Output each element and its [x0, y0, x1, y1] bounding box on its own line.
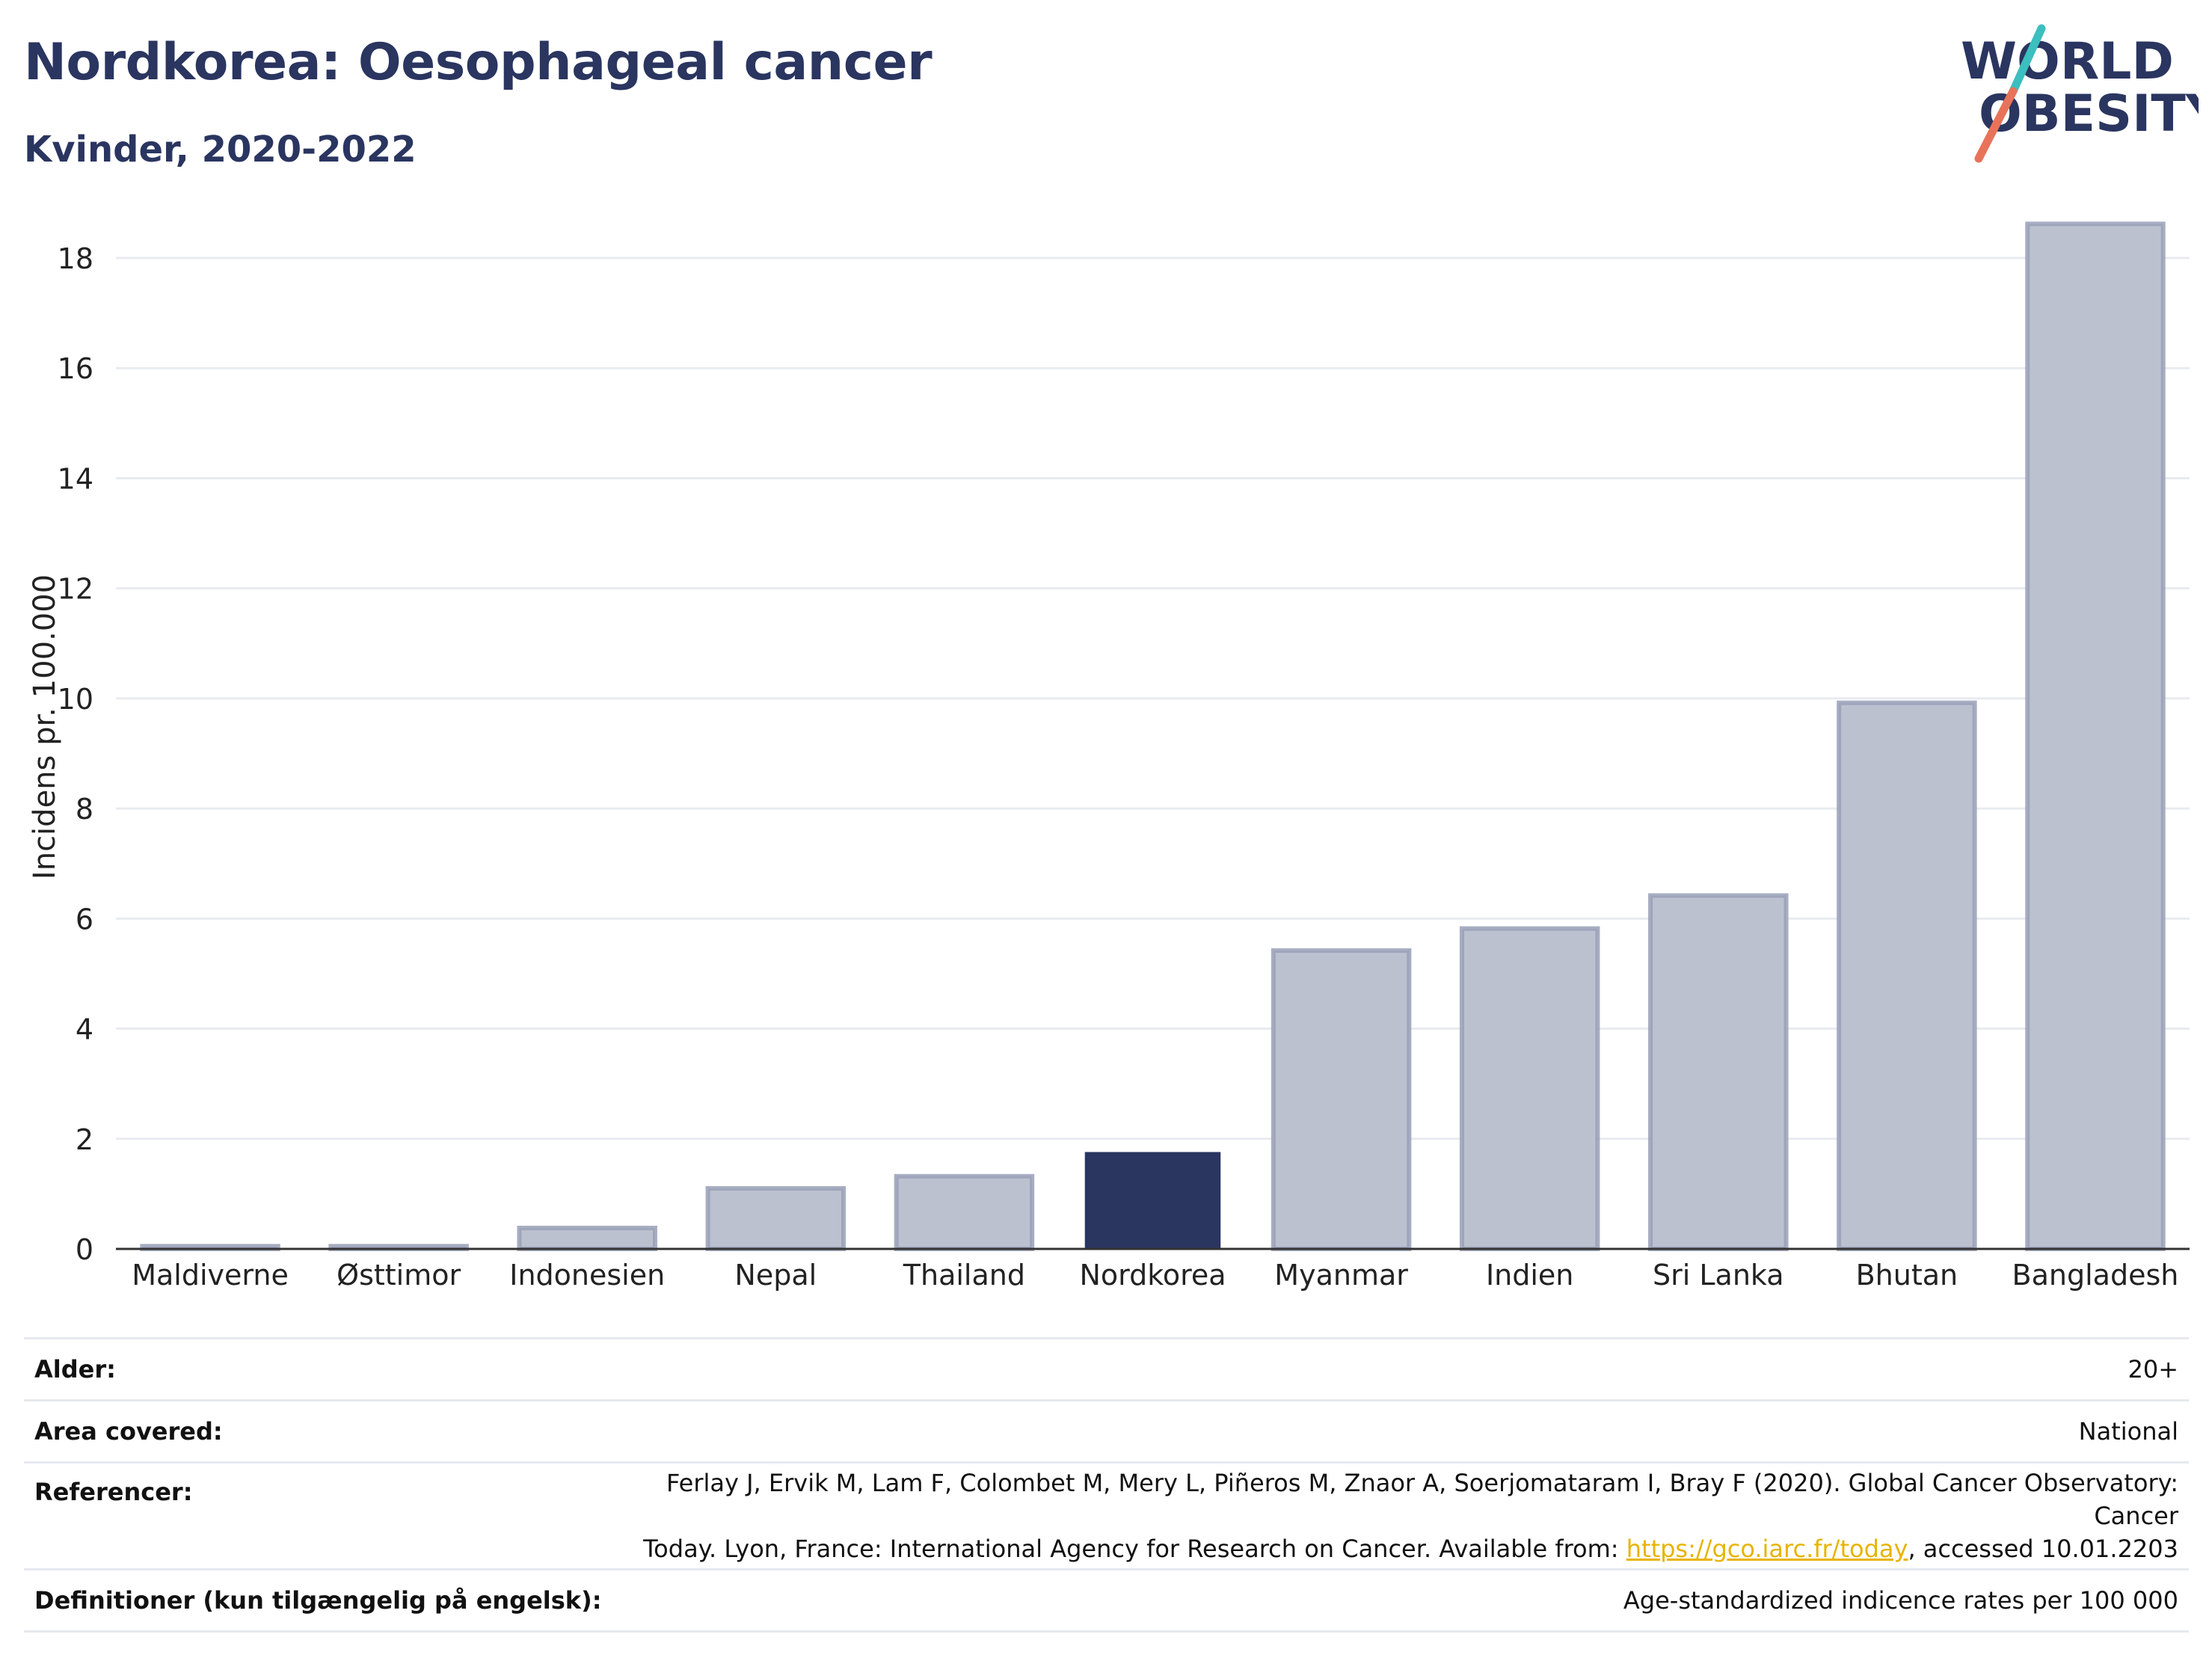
x-tick-label: Indonesien [509, 1259, 665, 1292]
references-label: Referencer: [24, 1461, 602, 1570]
area-value: National [601, 1399, 2189, 1464]
x-tick-label: Myanmar [1274, 1259, 1408, 1292]
references-line-2-end: , accessed 10.01.2203 [1908, 1535, 2178, 1563]
y-tick-label: 10 [58, 683, 93, 716]
age-label: Alder: [24, 1337, 602, 1401]
x-tick-label: Nordkorea [1079, 1259, 1226, 1292]
y-tick-label: 2 [76, 1123, 93, 1156]
x-tick-label: Bhutan [1856, 1259, 1958, 1292]
info-row-references: Referencer: Ferlay J, Ervik M, Lam F, Co… [24, 1461, 2189, 1570]
chart-subtitle: Kvinder, 2020-2022 [24, 129, 417, 171]
bar-indonesien [517, 1226, 657, 1252]
bars [140, 221, 2166, 1252]
y-tick-label: 8 [76, 793, 93, 826]
bar-myanmar [1271, 948, 1412, 1252]
x-tick-label: Bangladesh [2012, 1259, 2179, 1292]
references-value: Ferlay J, Ervik M, Lam F, Colombet M, Me… [601, 1461, 2189, 1570]
x-tick-label: Indien [1486, 1259, 1573, 1292]
x-tick-label: Østtimor [337, 1259, 461, 1292]
y-tick-label: 18 [58, 242, 93, 275]
bar-bhutan [1837, 700, 1977, 1251]
bar-indien [1459, 926, 1600, 1252]
info-row-area: Area covered: National [24, 1399, 2189, 1464]
x-tick-label: Nepal [734, 1259, 817, 1292]
age-value: 20+ [601, 1337, 2189, 1401]
y-axis-label: Incidens pr. 100.000 [28, 574, 62, 879]
info-table: Alder: 20+ Area covered: National Refere… [24, 1337, 2189, 1633]
bar-chart: 0 2 4 6 8 10 12 14 16 18 Maldiverne Østtimor Indone… [28, 221, 2190, 1292]
definitions-value: Age-standardized indicence rates per 100… [601, 1568, 2189, 1633]
y-tick-label: 14 [58, 462, 93, 495]
y-tick-label: 6 [76, 903, 93, 936]
bar-nepal [705, 1186, 847, 1252]
info-row-age: Alder: 20+ [24, 1337, 2189, 1401]
bar-bangladesh [2025, 221, 2166, 1252]
references-line-1: Ferlay J, Ervik M, Lam F, Colombet M, Me… [666, 1469, 2178, 1530]
bar-sri-lanka [1648, 893, 1789, 1251]
definitions-label: Definitioner (kun tilgængelig på engelsk… [24, 1568, 602, 1633]
chart-title: Nordkorea: Oesophageal cancer [24, 33, 933, 92]
references-line-2-start: Today. Lyon, France: International Agenc… [643, 1535, 1626, 1563]
y-tick-label: 4 [76, 1013, 93, 1046]
y-tick-label: 0 [76, 1233, 93, 1266]
x-tick-label: Maldiverne [132, 1259, 289, 1292]
logo-word-world: WORLD [1961, 32, 2174, 91]
logo-slash-coral [1974, 87, 2018, 163]
logo-slash-teal [2009, 24, 2046, 96]
x-tick-labels: Maldiverne Østtimor Indonesien Nepal Thailan… [132, 1259, 2178, 1292]
area-label: Area covered: [24, 1399, 602, 1464]
y-tick-label: 16 [58, 352, 93, 385]
x-tick-label: Sri Lanka [1653, 1259, 1784, 1292]
references-link[interactable]: https://gco.iarc.fr/today [1626, 1535, 1908, 1563]
x-tick-label: Thailand [903, 1259, 1025, 1292]
world-obesity-logo: WORLD OBESITY [1961, 24, 2199, 163]
bar-nordkorea [1084, 1152, 1221, 1249]
bar-thailand [894, 1173, 1035, 1252]
info-row-definitions: Definitioner (kun tilgængelig på engelsk… [24, 1568, 2189, 1633]
y-tick-label: 12 [58, 573, 93, 606]
y-tick-labels: 0 2 4 6 8 10 12 14 16 18 [58, 242, 93, 1266]
